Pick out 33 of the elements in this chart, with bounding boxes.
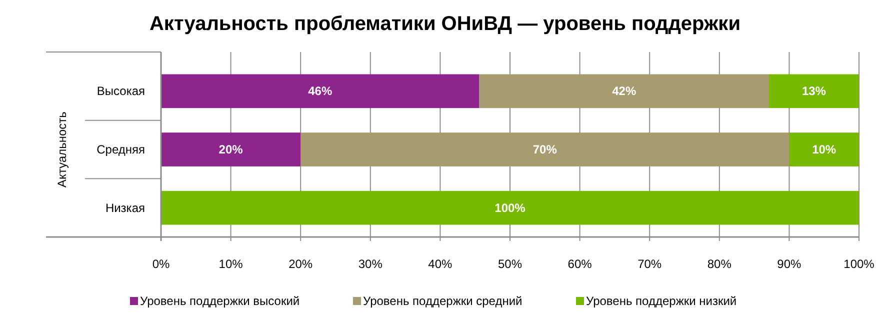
x-tick-label: 20%: [288, 257, 313, 271]
x-tick-label: 90%: [777, 257, 802, 271]
x-tick-label: 30%: [358, 257, 383, 271]
legend-label: Уровень поддержки высокий: [140, 294, 300, 308]
x-tick-label: 80%: [707, 257, 732, 271]
legend-label: Уровень поддержки средний: [363, 294, 522, 308]
bar: [300, 132, 790, 166]
y-tick-label: Низкая: [105, 200, 145, 215]
x-tick-label: 50%: [498, 257, 522, 271]
bar: [789, 132, 859, 166]
data-label: 100%: [494, 200, 526, 215]
x-tick-label: 100%: [844, 257, 875, 271]
chart-title: Актуальность проблематики ОНиВД — уровень поддержки: [149, 13, 741, 35]
x-tick-label: 70%: [638, 257, 662, 271]
bar: [768, 74, 859, 108]
data-label: 46%: [308, 84, 332, 98]
data-label: 10%: [812, 142, 836, 156]
data-label: 20%: [218, 142, 244, 156]
bar: [161, 74, 480, 108]
data-label: 13%: [802, 84, 826, 98]
bar: [161, 190, 859, 225]
data-label: 70%: [532, 142, 558, 156]
x-tick-label: 40%: [428, 257, 453, 271]
x-tick-label: 10%: [218, 257, 244, 271]
y-tick-label: Средняя: [96, 142, 145, 156]
legend-label: Уровень поддержки низкий: [586, 294, 737, 308]
data-label: 42%: [612, 84, 636, 98]
y-axis-title: Актуальность: [55, 112, 69, 188]
x-tick-label: 60%: [568, 257, 592, 271]
x-tick-label: 0%: [152, 257, 170, 271]
bar: [161, 132, 301, 166]
bar: [479, 74, 769, 108]
y-tick-label: Высокая: [96, 84, 145, 98]
